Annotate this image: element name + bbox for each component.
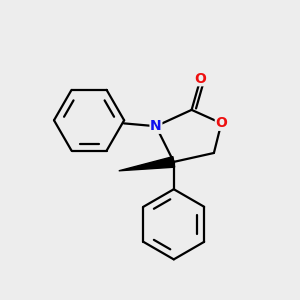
Text: O: O [215,116,227,130]
Polygon shape [119,157,175,171]
Text: N: N [150,119,162,133]
Text: O: O [195,72,206,86]
